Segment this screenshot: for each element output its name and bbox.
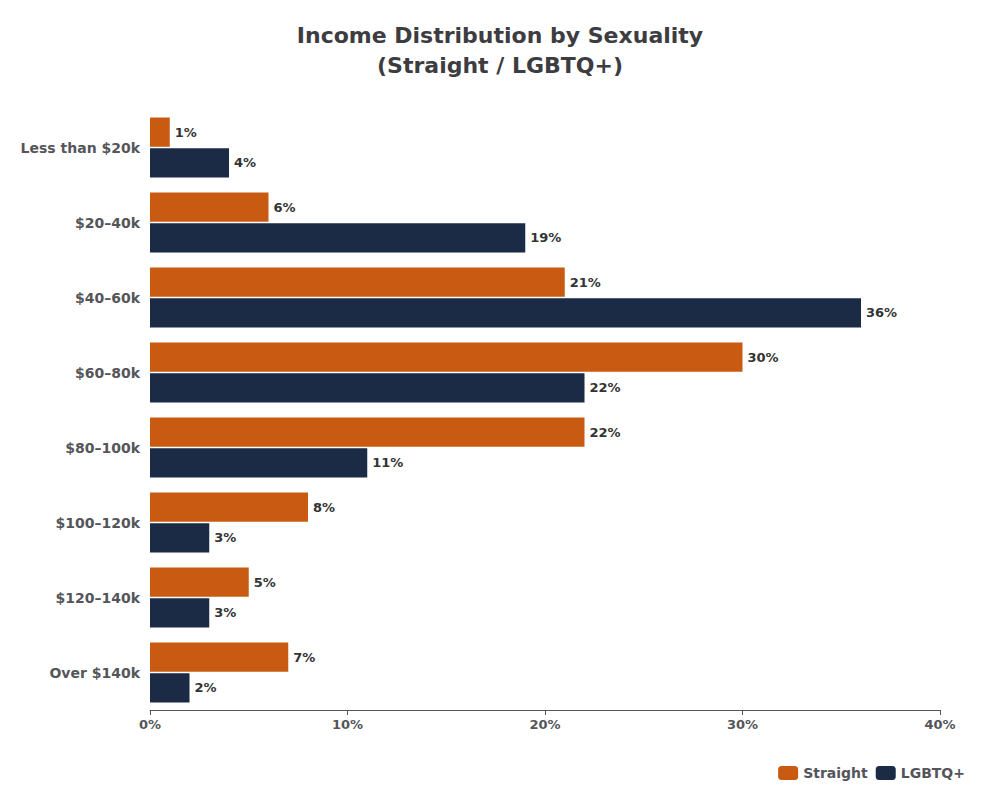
svg-text:21%: 21% [570, 275, 601, 290]
svg-text:$60–80k: $60–80k [75, 365, 141, 381]
svg-text:$20–40k: $20–40k [75, 215, 141, 231]
svg-text:22%: 22% [590, 380, 621, 395]
svg-text:$80–100k: $80–100k [65, 440, 140, 456]
svg-text:30%: 30% [748, 350, 779, 365]
svg-text:(Straight / LGBTQ+): (Straight / LGBTQ+) [377, 53, 623, 78]
svg-text:7%: 7% [293, 650, 315, 665]
svg-text:3%: 3% [214, 530, 236, 545]
svg-text:10%: 10% [332, 717, 363, 732]
svg-text:$120–140k: $120–140k [56, 590, 141, 606]
svg-text:Straight: Straight [803, 765, 868, 781]
svg-text:20%: 20% [529, 717, 560, 732]
svg-text:0%: 0% [139, 717, 161, 732]
svg-text:Less than $20k: Less than $20k [21, 140, 141, 156]
svg-text:11%: 11% [372, 455, 403, 470]
svg-text:8%: 8% [313, 500, 335, 515]
svg-text:Income Distribution by Sexuali: Income Distribution by Sexuality [297, 23, 703, 48]
svg-text:2%: 2% [195, 680, 217, 695]
svg-text:Over $140k: Over $140k [49, 665, 140, 681]
svg-text:LGBTQ+: LGBTQ+ [901, 765, 965, 781]
svg-text:1%: 1% [175, 125, 197, 140]
svg-text:4%: 4% [234, 155, 256, 170]
svg-text:22%: 22% [590, 425, 621, 440]
svg-text:6%: 6% [274, 200, 296, 215]
svg-text:$40–60k: $40–60k [75, 290, 141, 306]
svg-text:19%: 19% [530, 230, 561, 245]
svg-text:40%: 40% [924, 717, 955, 732]
svg-text:$100–120k: $100–120k [56, 515, 141, 531]
svg-text:3%: 3% [214, 605, 236, 620]
svg-text:5%: 5% [254, 575, 276, 590]
svg-text:30%: 30% [727, 717, 758, 732]
svg-text:36%: 36% [866, 305, 897, 320]
